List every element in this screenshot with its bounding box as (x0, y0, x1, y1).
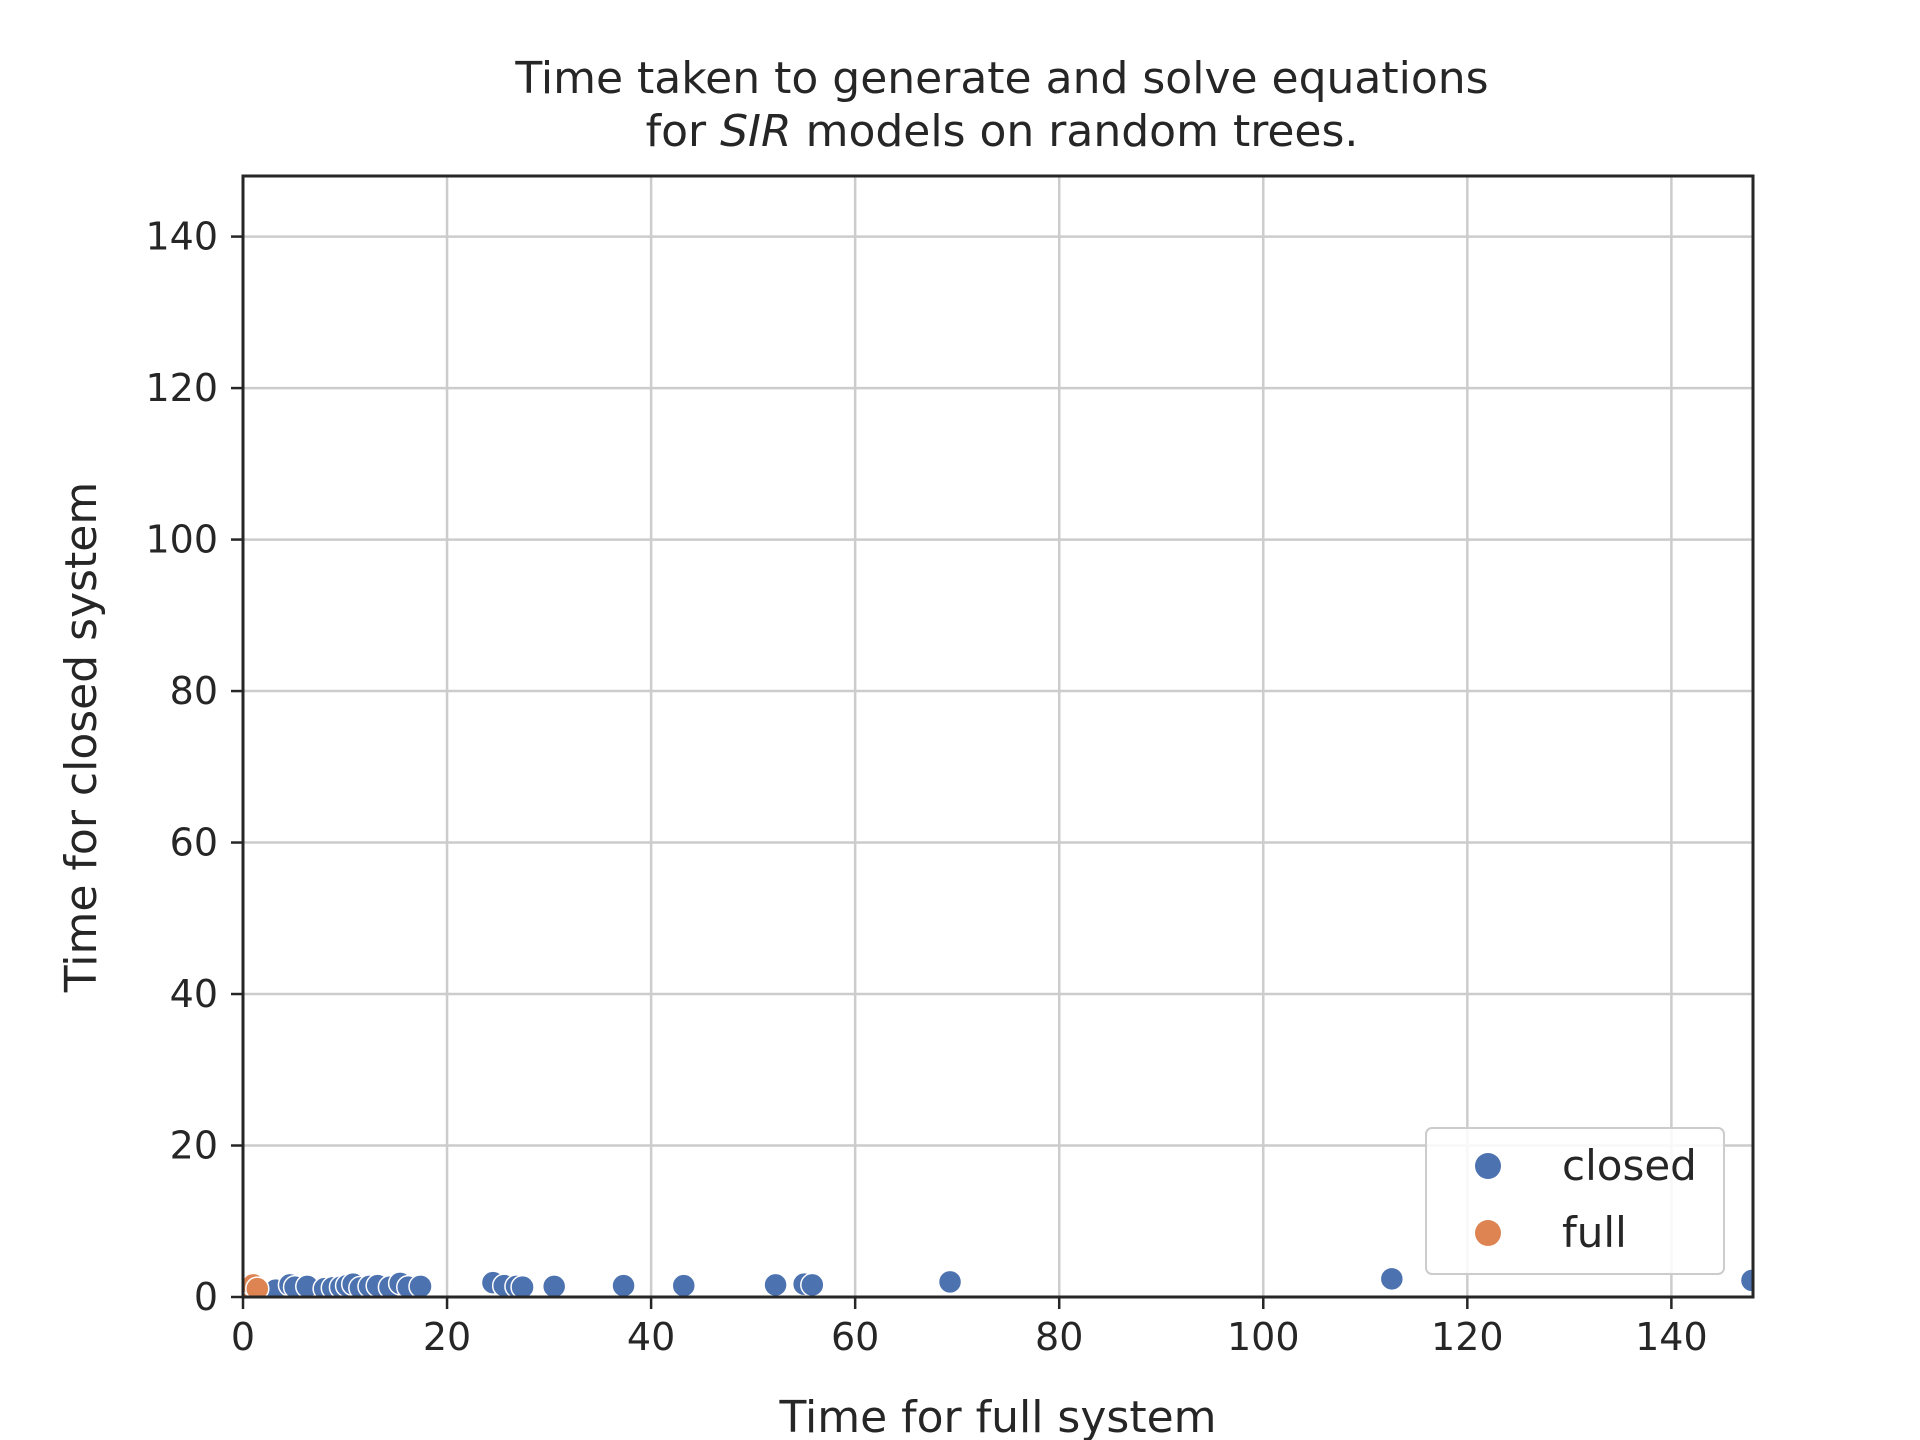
legend-marker-closed (1475, 1153, 1501, 1179)
x-axis-label: Time for full system (778, 1392, 1216, 1440)
y-tick-label: 100 (145, 518, 218, 562)
point-closed (510, 1274, 535, 1297)
y-tick-label: 0 (194, 1275, 218, 1319)
y-axis-label: Time for closed system (56, 482, 107, 993)
x-tick-label: 80 (1035, 1315, 1083, 1359)
legend: closed full (1425, 1127, 1725, 1275)
point-closed (541, 1274, 567, 1297)
point-closed (800, 1272, 825, 1297)
point-closed (763, 1272, 788, 1297)
y-tick-label: 120 (145, 366, 218, 410)
legend-marker-full (1475, 1220, 1501, 1246)
point-closed (408, 1274, 433, 1297)
point-full (245, 1276, 270, 1297)
legend-label-full: full (1562, 1208, 1627, 1257)
point-closed (671, 1273, 697, 1297)
axis-ticks: 0 20 40 60 80 100 120 140 0 20 40 60 80 100 120 140 (145, 215, 1707, 1359)
x-tick-label: 140 (1635, 1315, 1708, 1359)
y-tick-label: 40 (170, 972, 218, 1016)
x-tick-label: 60 (831, 1315, 879, 1359)
data-points (243, 1266, 1753, 1297)
legend-label-closed: closed (1562, 1141, 1697, 1190)
plot-area: 0 20 40 60 80 100 120 140 0 20 40 60 80 100 120 140 (145, 174, 1755, 1359)
y-tick-label: 20 (170, 1124, 218, 1168)
point-closed (1379, 1266, 1405, 1292)
chart-title-line-1: Time taken to generate and solve equatio… (514, 53, 1488, 104)
y-tick-label: 80 (170, 669, 218, 713)
point-closed (937, 1269, 963, 1295)
x-tick-label: 0 (231, 1315, 255, 1359)
y-tick-label: 60 (170, 821, 218, 865)
y-tick-label: 140 (145, 215, 218, 259)
chart-title-line-2: for SIR models on random trees. (646, 106, 1359, 157)
x-tick-label: 40 (627, 1315, 675, 1359)
x-tick-label: 120 (1431, 1315, 1504, 1359)
x-tick-label: 20 (423, 1315, 471, 1359)
x-tick-label: 100 (1227, 1315, 1300, 1359)
plot-background (243, 176, 1753, 1297)
plot-frame (241, 174, 1755, 1299)
point-closed (611, 1273, 636, 1297)
